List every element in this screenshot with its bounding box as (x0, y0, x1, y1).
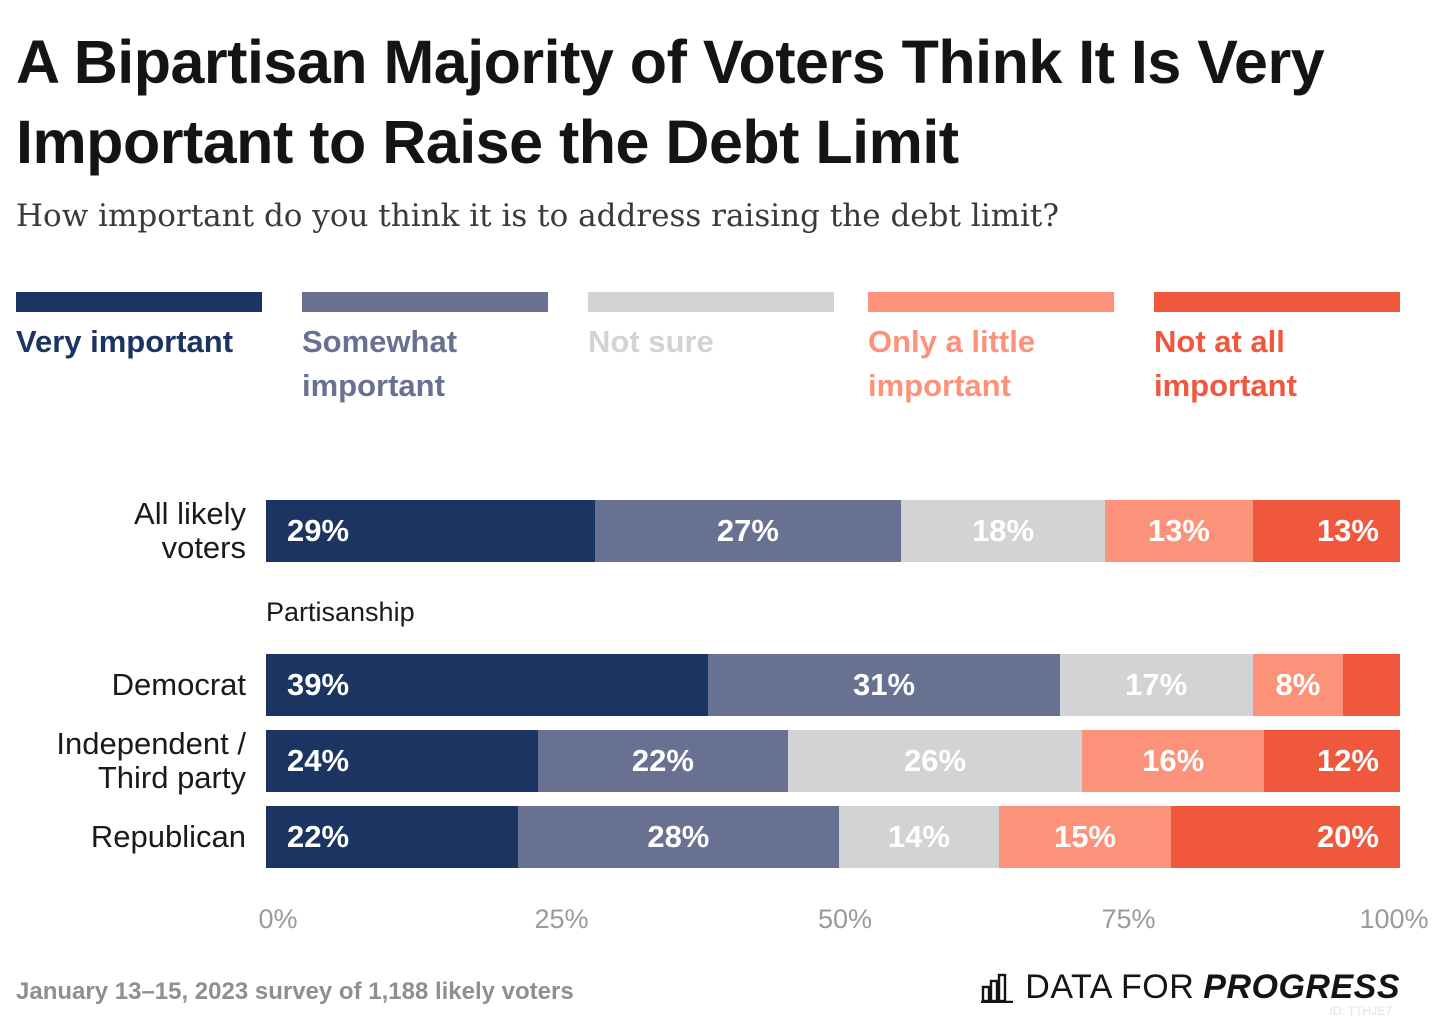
bar-segment: 16% (1082, 730, 1264, 792)
legend-swatch (588, 292, 834, 312)
bar-segment: 22% (266, 806, 518, 868)
section-label-partisanship: Partisanship (266, 597, 415, 627)
bar-chart-logo-icon (981, 973, 1014, 1003)
bar-segment: 15% (999, 806, 1171, 868)
bar-segment: 24% (266, 730, 539, 792)
legend-item-3: Not sure (588, 292, 834, 364)
x-tick-label: 100% (1359, 904, 1429, 934)
row-label: Democrat (111, 667, 246, 702)
x-tick-label: 75% (1101, 904, 1156, 934)
legend-label-line: Very important (16, 324, 234, 359)
bar-segment (1343, 654, 1400, 716)
bar-segment: 22% (538, 730, 788, 792)
logo-text-light: DATA FOR (1025, 968, 1195, 1006)
legend-swatch (1154, 292, 1400, 312)
legend-swatch (868, 292, 1114, 312)
bar-row: 22% 28% 14% 15% 20% (266, 806, 1400, 868)
bar-segment: 14% (838, 806, 1000, 868)
legend-label: Not sure (588, 320, 834, 364)
bar-segment: 12% (1263, 730, 1400, 792)
bar-segment: 26% (787, 730, 1083, 792)
bar-segment: 31% (708, 654, 1060, 716)
legend-item-4: Only a little important (868, 292, 1114, 408)
bar-row: 24% 22% 26% 16% 12% (266, 730, 1400, 792)
legend-label-line: Somewhat (302, 324, 458, 359)
x-tick-label: 0% (258, 904, 298, 934)
bar-segment: 27% (594, 500, 902, 562)
bar-row: 29% 27% 18% 13% 13% (266, 500, 1400, 562)
legend-swatch (302, 292, 548, 312)
row-label: All likely voters (134, 496, 246, 565)
legend-label-line: important (302, 368, 445, 403)
x-tick-label: 25% (534, 904, 589, 934)
bar-segment: 17% (1059, 654, 1253, 716)
chart-subtitle: How important do you think it is to addr… (16, 198, 1060, 234)
bar-segment: 20% (1170, 806, 1400, 868)
data-for-progress-logo: DATA FOR PROGRESS (981, 968, 1400, 1007)
row-label: Republican (90, 819, 246, 854)
legend-label: Somewhat important (302, 320, 548, 408)
bar-row: 39% 31% 17% 8% (266, 654, 1400, 716)
bar-segment: 18% (901, 500, 1106, 562)
bar-segment: 29% (266, 500, 595, 562)
legend-label: Not at all important (1154, 320, 1400, 408)
legend-swatch (16, 292, 262, 312)
row-label: Independent / Third party (56, 726, 246, 795)
x-tick-label: 50% (817, 904, 873, 934)
chart-id: ID: TTHJE7 (1329, 1004, 1392, 1018)
bar-segment: 28% (518, 806, 839, 868)
legend-label: Very important (16, 320, 262, 364)
legend-label-line: important (1154, 368, 1297, 403)
chart-title: A Bipartisan Majority of Voters Think It… (16, 28, 1325, 176)
bar-segment: 13% (1252, 500, 1400, 562)
legend-item-2: Somewhat important (302, 292, 548, 408)
bar-segment: 39% (266, 654, 709, 716)
legend-label-line: Not sure (588, 324, 714, 359)
legend-label-line: Only a little (868, 324, 1036, 359)
legend-label-line: Not at all (1154, 324, 1285, 359)
survey-footnote: January 13–15, 2023 survey of 1,188 like… (16, 978, 574, 1005)
logo-text-bold: PROGRESS (1203, 968, 1400, 1006)
legend-item-5: Not at all important (1154, 292, 1400, 408)
legend-label: Only a little important (868, 320, 1114, 408)
legend-item-1: Very important (16, 292, 262, 364)
legend-label-line: important (868, 368, 1011, 403)
bar-segment: 8% (1252, 654, 1344, 716)
bar-segment: 13% (1105, 500, 1253, 562)
